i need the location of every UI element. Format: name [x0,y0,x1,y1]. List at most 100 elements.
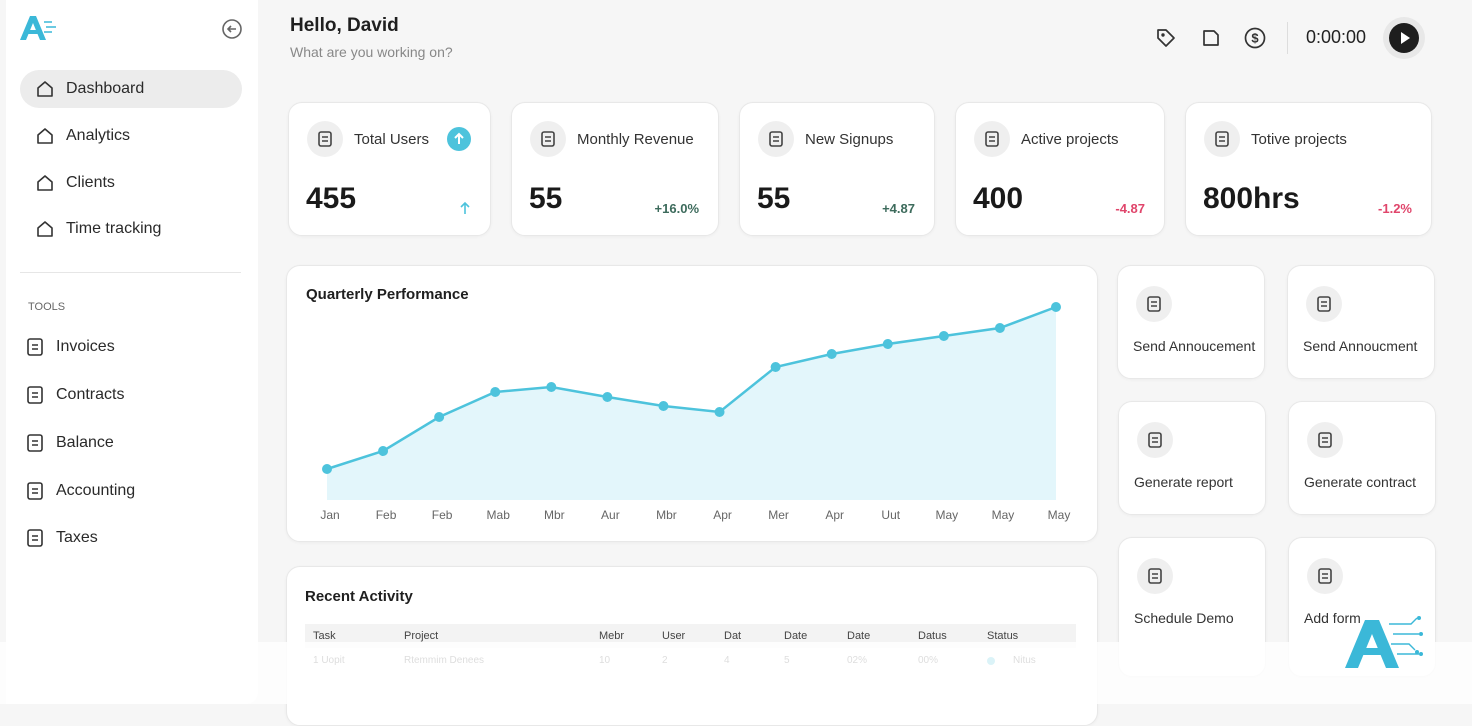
icon-glyph [1215,131,1229,147]
stat-value: 400 [973,182,1024,215]
sidebar [6,0,258,704]
nav-item[interactable]: Clients [20,164,242,202]
point [658,401,669,411]
nav-icon [37,81,53,97]
x-tick-label: Mbr [656,508,677,522]
logo-shape [20,16,46,40]
subtitle: What are you working on? [290,44,453,60]
area [327,307,1056,500]
trend-arrow [459,201,471,220]
column-header: Task [313,630,336,642]
point [826,349,837,359]
icon [1204,121,1240,157]
icon [1306,286,1342,322]
nav-icon [27,386,43,404]
icon [758,121,794,157]
collapse-button[interactable] [221,18,243,40]
x-tick-label: May [1048,508,1071,522]
nav-item[interactable]: Analytics [20,117,242,155]
stat-label: Active projects [1021,131,1119,148]
point [490,387,501,397]
nav-icon [37,221,53,237]
icon-glyph [1148,568,1162,584]
point [602,392,613,402]
point [1051,302,1061,312]
action-label: Send Annoucement [1133,338,1256,354]
stat-value: 55 [529,182,563,215]
column-header: Date [847,630,871,642]
stat-label: Monthly Revenue [577,131,694,148]
action-label: Generate contract [1304,474,1417,490]
nav-item[interactable]: Balance [10,424,232,462]
nav-label: Dashboard [66,80,145,97]
action-card[interactable] [1117,265,1265,379]
nav-item[interactable]: Time tracking [20,210,242,248]
nav-icon [27,529,43,547]
dollar-icon[interactable]: $ [1243,26,1267,50]
stat-change: +4.87 [882,201,915,216]
nav-item[interactable]: Taxes [10,519,232,557]
nav-icon [27,482,43,500]
nav-icon [27,338,43,356]
point [322,464,332,474]
play-button[interactable] [1382,16,1426,60]
trend-badge [447,127,471,151]
nav-label: Balance [56,434,114,451]
nav-label: Contracts [56,386,125,403]
svg-text:$: $ [1251,31,1259,46]
stat-change: +16.0% [654,201,699,216]
nav-item[interactable]: Dashboard [20,70,242,108]
nav-label: Accounting [56,482,136,499]
nav-item[interactable]: Accounting [10,472,232,510]
x-tick-label: Apr [713,508,732,522]
nav-label: Clients [66,174,115,191]
action-card[interactable] [1288,401,1436,515]
x-tick-label: Mab [487,508,511,522]
stat-label: Totive projects [1251,131,1347,148]
x-tick-label: May [992,508,1015,522]
stat-value: 55 [757,182,791,215]
icon-glyph [1318,568,1332,584]
stat-label: New Signups [805,131,894,148]
column-header: Project [404,630,439,642]
nav-label: Time tracking [66,220,162,237]
nav-item[interactable]: Invoices [10,328,232,366]
column-header: Status [987,630,1019,642]
x-tick-label: Feb [432,508,453,522]
logo-shape [27,30,39,34]
nav-item[interactable]: Contracts [10,376,232,414]
icon [974,121,1010,157]
icon-glyph [318,131,332,147]
watermark-logo [1345,616,1423,668]
point [434,412,445,422]
point [770,362,781,372]
icon [1137,422,1173,458]
activity-title: Recent Activity [305,588,413,605]
x-tick-label: Apr [825,508,844,522]
logo-shape [1359,648,1385,655]
nav-label: Taxes [56,529,98,546]
stat-label: Total Users [354,131,430,148]
icon [1307,422,1343,458]
column-header: Dat [724,630,742,642]
point [882,339,893,349]
action-card[interactable] [1287,265,1435,379]
x-tick-label: Aur [601,508,620,522]
column-header: User [662,630,686,642]
nav-label: Analytics [66,127,131,144]
stat-value: 800hrs [1203,182,1300,215]
action-card[interactable] [1118,401,1266,515]
nav-icon [37,175,53,191]
logo-shape [1345,620,1399,668]
icon [1136,286,1172,322]
icon-glyph [1317,296,1331,312]
action-label: Add form [1304,610,1361,626]
icon [1307,558,1343,594]
file-icon[interactable] [1199,26,1223,50]
tag-icon[interactable] [1154,26,1178,50]
x-tick-label: May [936,508,959,522]
stat-change: -4.87 [1115,201,1145,216]
icon [1137,558,1173,594]
nav-icon [27,434,43,452]
icon [530,121,566,157]
